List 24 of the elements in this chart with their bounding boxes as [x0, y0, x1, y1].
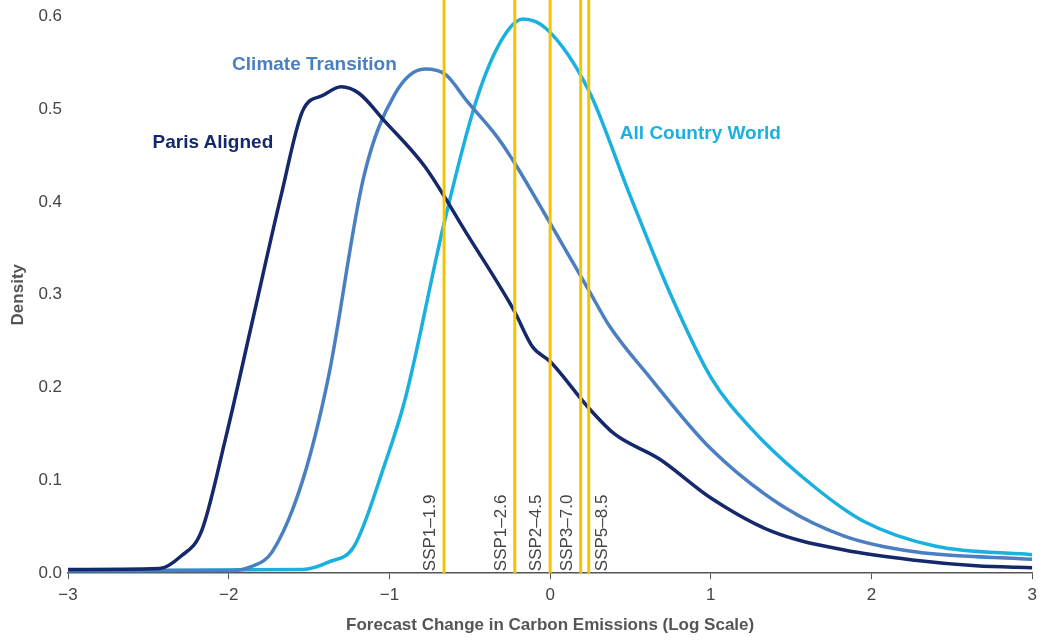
series-label: Paris Aligned [152, 130, 274, 152]
series-label: All Country World [619, 122, 781, 144]
ref-line-label: SSP5–8.5 [591, 494, 611, 572]
x-tick-label: −1 [379, 585, 400, 605]
x-tick-label: −2 [219, 585, 239, 605]
ref-line-label: SSP3–7.0 [556, 494, 576, 572]
y-tick-label: 0.3 [38, 284, 63, 304]
y-tick-label: 0.1 [38, 470, 63, 490]
y-tick-label: 0.6 [38, 5, 63, 25]
ref-line-label: SSP1–1.9 [420, 494, 440, 572]
y-tick-label: 0.2 [38, 377, 63, 397]
x-axis-title: Forecast Change in Carbon Emissions (Log Scale) [346, 615, 755, 635]
y-axis-title: Density [7, 263, 27, 326]
ref-line-label: SSP2–4.5 [526, 494, 546, 572]
x-tick-label: 3 [1027, 585, 1038, 605]
x-tick-label: 1 [706, 585, 716, 605]
y-tick-label: 0.5 [38, 98, 63, 118]
y-tick-label: 0.4 [38, 191, 63, 211]
x-tick-label: 0 [545, 585, 555, 605]
x-tick-label: 2 [866, 585, 877, 605]
y-tick-label: 0.0 [38, 562, 63, 582]
series-label: Climate Transition [232, 53, 397, 75]
x-tick-label: −3 [58, 585, 78, 605]
ref-line-label: SSP1–2.6 [490, 494, 510, 572]
